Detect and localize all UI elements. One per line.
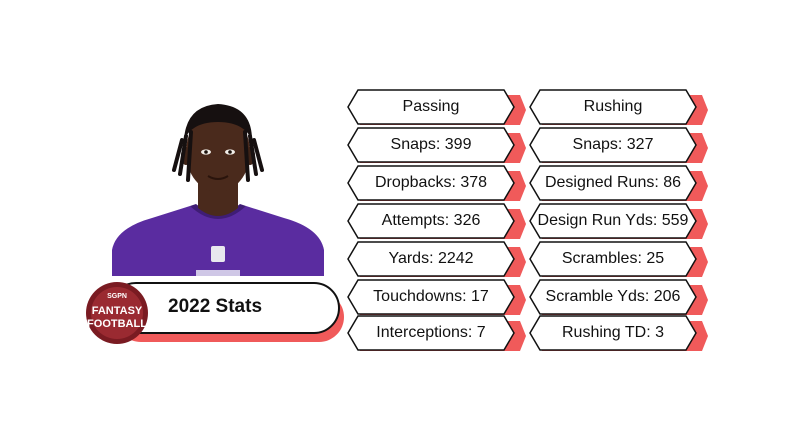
passing-snaps: Snaps: 399: [390, 136, 472, 153]
passing-yards: Yards: 2242: [388, 250, 474, 267]
passing-header-label: Passing: [402, 98, 460, 115]
rushing-stat: Rushing TD: 3: [528, 315, 708, 351]
logo-top-text: SGPN: [107, 293, 127, 300]
passing-interceptions: Interceptions: 7: [376, 324, 486, 341]
passing-stat: Dropbacks: 378: [346, 165, 526, 201]
passing-stat: Yards: 2242: [346, 241, 526, 277]
rushing-designed-runs: Designed Runs: 86: [544, 174, 682, 191]
rushing-stat: Snaps: 327: [528, 127, 708, 163]
passing-touchdowns: Touchdowns: 17: [373, 288, 489, 305]
rushing-snaps: Snaps: 327: [572, 136, 654, 153]
rushing-header: Rushing: [528, 89, 708, 125]
passing-stat: Interceptions: 7: [346, 315, 526, 351]
passing-dropbacks: Dropbacks: 378: [374, 174, 488, 191]
logo-line1: FANTASY: [92, 305, 143, 317]
cell-shape: [347, 89, 526, 125]
passing-attempts: Attempts: 326: [381, 212, 481, 229]
passing-stat: Touchdowns: 17: [346, 279, 526, 315]
rushing-td: Rushing TD: 3: [562, 324, 664, 341]
rushing-header-label: Rushing: [583, 98, 643, 115]
rushing-scramble-yds: Scramble Yds: 206: [545, 288, 681, 305]
logo-line2: FOOTBALL: [87, 318, 147, 330]
rushing-design-run-yds: Design Run Yds: 559: [537, 212, 689, 229]
passing-header: Passing: [346, 89, 526, 125]
card-title: 2022 Stats: [168, 296, 263, 317]
passing-stat: Attempts: 326: [346, 203, 526, 239]
rushing-stat: Scramble Yds: 206: [528, 279, 708, 315]
rushing-stat: Scrambles: 25: [528, 241, 708, 277]
rushing-scrambles: Scrambles: 25: [561, 250, 665, 267]
rushing-stat: Design Run Yds: 559: [528, 203, 708, 239]
rushing-stat: Designed Runs: 86: [528, 165, 708, 201]
title-bar: [110, 282, 340, 334]
player-photo: [112, 100, 324, 276]
fantasy-football-logo: SGPN FANTASY FOOTBALL: [85, 281, 149, 345]
passing-stat: Snaps: 399: [346, 127, 526, 163]
